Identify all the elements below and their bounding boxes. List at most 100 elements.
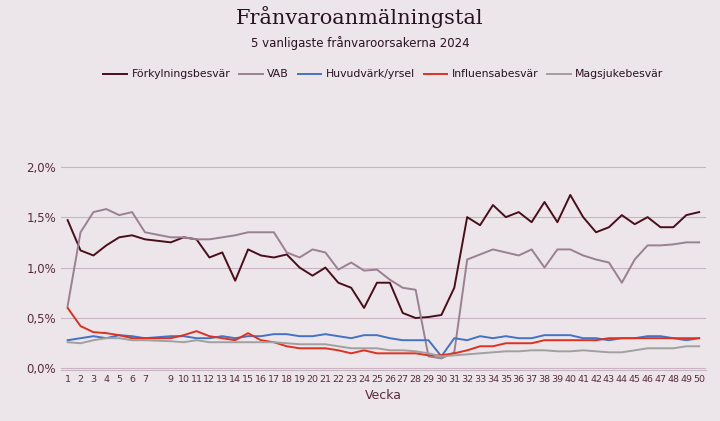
VAB <box>695 240 703 245</box>
VAB <box>269 230 278 235</box>
Line: VAB: VAB <box>68 209 699 358</box>
VAB <box>424 354 433 359</box>
VAB <box>398 285 407 290</box>
Magsjukebesvär <box>179 340 188 345</box>
Förkylningsbesvär <box>463 215 472 220</box>
Influensabesvär <box>179 333 188 338</box>
Magsjukebesvär <box>360 346 369 351</box>
VAB <box>295 255 304 260</box>
Influensabesvär <box>450 351 459 356</box>
Förkylningsbesvär <box>514 210 523 215</box>
Magsjukebesvär <box>631 348 639 353</box>
Text: 5 vanligaste frånvaroorsakerna 2024: 5 vanligaste frånvaroorsakerna 2024 <box>251 36 469 50</box>
VAB <box>347 260 356 265</box>
VAB <box>140 230 149 235</box>
Influensabesvär <box>166 336 175 341</box>
Influensabesvär <box>566 338 575 343</box>
Influensabesvär <box>127 336 136 341</box>
Magsjukebesvär <box>218 340 227 345</box>
Magsjukebesvär <box>115 336 124 341</box>
VAB <box>308 247 317 252</box>
Influensabesvär <box>592 338 600 343</box>
Magsjukebesvär <box>489 350 498 355</box>
Huvudvärk/yrsel <box>398 338 407 343</box>
Influensabesvär <box>231 338 240 343</box>
Influensabesvär <box>656 336 665 341</box>
Magsjukebesvär <box>695 344 703 349</box>
VAB <box>605 260 613 265</box>
VAB <box>631 257 639 262</box>
Influensabesvär <box>682 336 690 341</box>
Legend: Förkylningsbesvär, VAB, Huvudvärk/yrsel, Influensabesvär, Magsjukebesvär: Förkylningsbesvär, VAB, Huvudvärk/yrsel,… <box>99 65 667 84</box>
Förkylningsbesvär <box>527 220 536 225</box>
Influensabesvär <box>514 341 523 346</box>
Magsjukebesvär <box>398 348 407 353</box>
Förkylningsbesvär <box>398 310 407 315</box>
Magsjukebesvär <box>166 339 175 344</box>
VAB <box>566 247 575 252</box>
Förkylningsbesvär <box>192 237 201 242</box>
VAB <box>205 237 214 242</box>
Huvudvärk/yrsel <box>127 334 136 339</box>
VAB <box>179 235 188 240</box>
Magsjukebesvär <box>643 346 652 351</box>
Huvudvärk/yrsel <box>102 336 111 341</box>
Förkylningsbesvär <box>244 247 253 252</box>
VAB <box>166 235 175 240</box>
Text: Frånvaroanmälningstal: Frånvaroanmälningstal <box>236 6 484 28</box>
Förkylningsbesvär <box>205 255 214 260</box>
Magsjukebesvär <box>566 349 575 354</box>
Förkylningsbesvär <box>166 240 175 245</box>
Förkylningsbesvär <box>566 192 575 197</box>
Huvudvärk/yrsel <box>566 333 575 338</box>
Förkylningsbesvär <box>450 285 459 290</box>
Magsjukebesvär <box>127 338 136 343</box>
Influensabesvär <box>244 330 253 336</box>
Influensabesvär <box>437 353 446 358</box>
Line: Magsjukebesvär: Magsjukebesvär <box>68 338 699 356</box>
VAB <box>682 240 690 245</box>
Magsjukebesvär <box>450 353 459 358</box>
Magsjukebesvär <box>295 342 304 347</box>
Influensabesvär <box>63 305 72 310</box>
VAB <box>76 230 85 235</box>
Magsjukebesvär <box>256 340 265 345</box>
Magsjukebesvär <box>553 349 562 354</box>
Huvudvärk/yrsel <box>489 336 498 341</box>
Huvudvärk/yrsel <box>669 336 678 341</box>
VAB <box>437 356 446 361</box>
Förkylningsbesvär <box>424 314 433 320</box>
Förkylningsbesvär <box>140 237 149 242</box>
VAB <box>244 230 253 235</box>
Magsjukebesvär <box>192 338 201 343</box>
Influensabesvär <box>218 336 227 341</box>
Förkylningsbesvär <box>127 233 136 238</box>
Huvudvärk/yrsel <box>502 334 510 339</box>
VAB <box>373 267 382 272</box>
Influensabesvär <box>308 346 317 351</box>
Huvudvärk/yrsel <box>476 334 485 339</box>
Förkylningsbesvär <box>669 225 678 230</box>
Huvudvärk/yrsel <box>63 338 72 343</box>
Förkylningsbesvär <box>360 305 369 310</box>
Huvudvärk/yrsel <box>695 336 703 341</box>
Huvudvärk/yrsel <box>179 334 188 339</box>
Huvudvärk/yrsel <box>618 336 626 341</box>
Huvudvärk/yrsel <box>295 334 304 339</box>
Förkylningsbesvär <box>63 218 72 223</box>
Huvudvärk/yrsel <box>231 336 240 341</box>
Förkylningsbesvär <box>102 243 111 248</box>
VAB <box>102 207 111 212</box>
Influensabesvär <box>115 333 124 338</box>
VAB <box>502 250 510 255</box>
Huvudvärk/yrsel <box>592 336 600 341</box>
Magsjukebesvär <box>682 344 690 349</box>
Förkylningsbesvär <box>502 215 510 220</box>
Förkylningsbesvär <box>540 200 549 205</box>
Huvudvärk/yrsel <box>450 336 459 341</box>
Förkylningsbesvär <box>643 215 652 220</box>
VAB <box>411 287 420 292</box>
Huvudvärk/yrsel <box>385 336 394 341</box>
VAB <box>489 247 498 252</box>
Magsjukebesvär <box>669 346 678 351</box>
